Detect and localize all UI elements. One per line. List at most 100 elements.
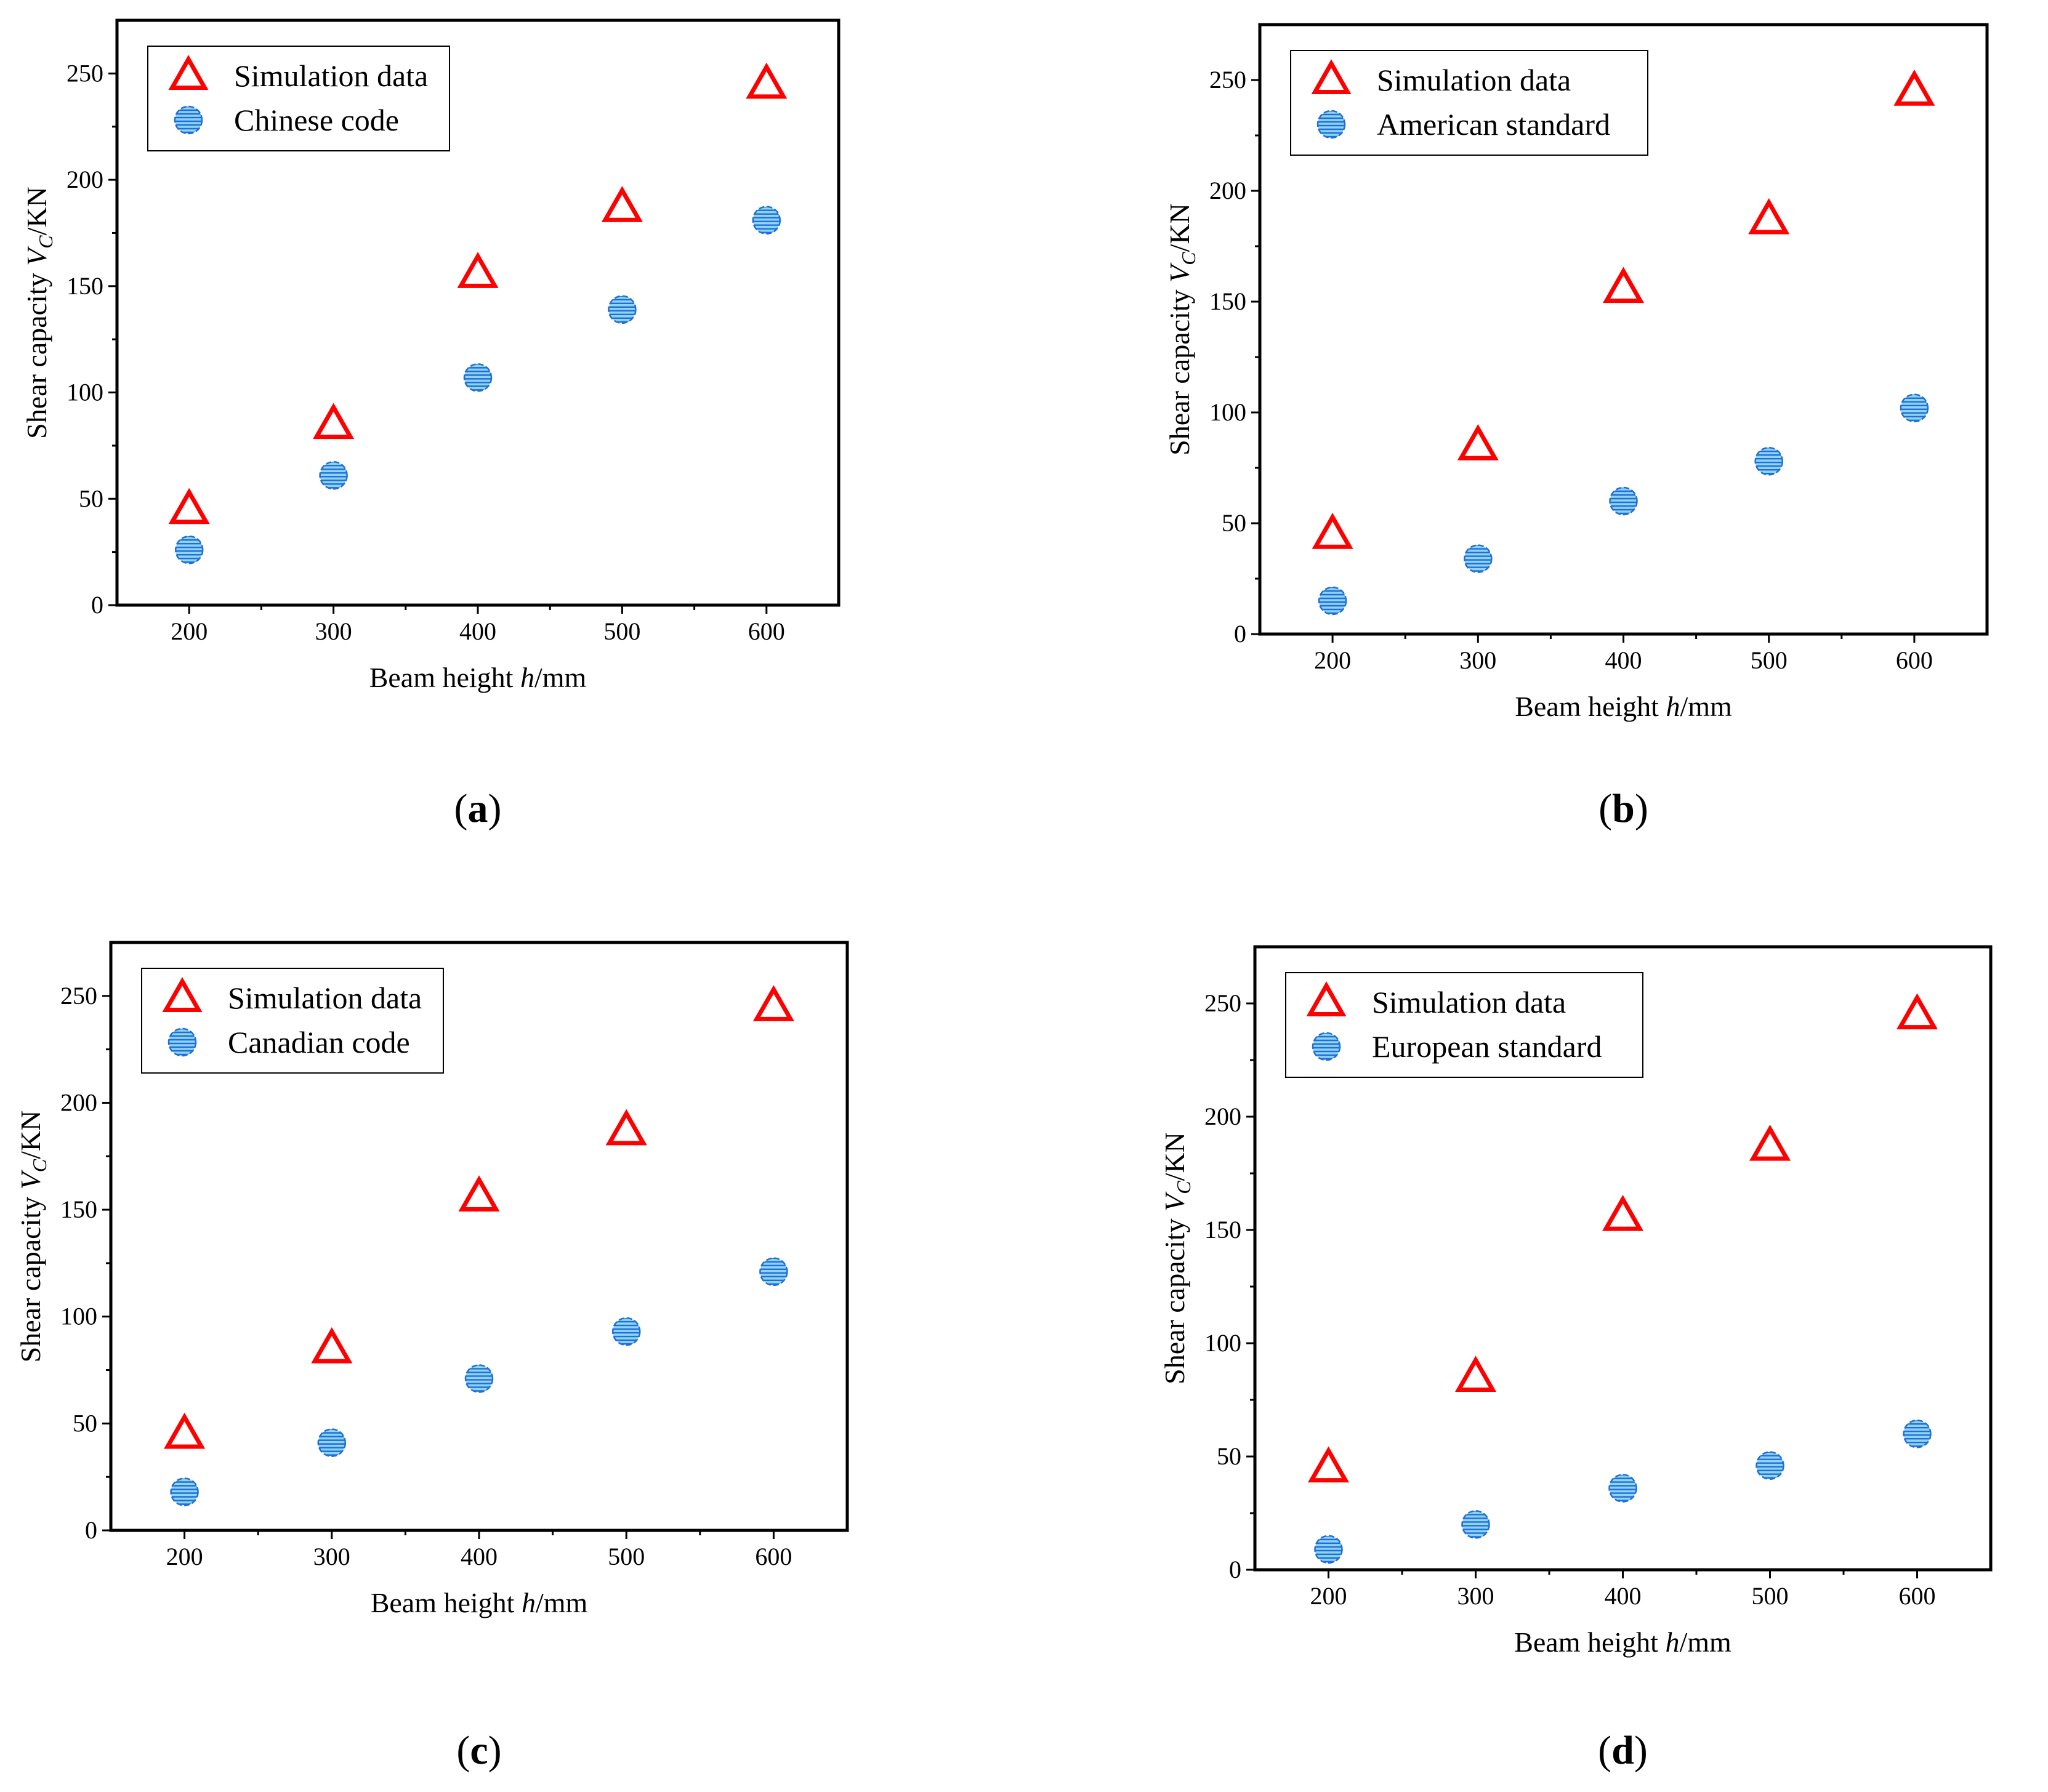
series-triangle xyxy=(1307,993,1938,1483)
chart-svg-a: 0 50 100 150 200 250 200 300 400 500 600 Beam heigh… xyxy=(21,18,841,831)
series-circle xyxy=(170,1257,788,1506)
data-point-circle xyxy=(170,1477,199,1506)
data-point-triangle xyxy=(458,1175,500,1212)
data-point-triangle xyxy=(746,62,788,99)
y-tick-label: 50 xyxy=(79,484,103,512)
data-point-circle xyxy=(752,206,781,235)
data-point-circle xyxy=(608,295,637,324)
y-tick-label: 150 xyxy=(60,1195,97,1223)
legend-marker-circle xyxy=(1316,110,1346,139)
y-tick-label: 150 xyxy=(67,272,103,300)
y-tick-label: 100 xyxy=(1204,1329,1241,1357)
y-axis-title: Shear capacity VC/KN xyxy=(15,1111,50,1363)
x-tick-label: 400 xyxy=(1605,646,1642,674)
y-axis-title: Shear capacity VC/KN xyxy=(1164,203,1199,456)
legend-label: American standard xyxy=(1377,107,1610,142)
data-point-circle xyxy=(1754,446,1783,476)
x-tick-label: 600 xyxy=(748,617,785,645)
y-tick-label: 250 xyxy=(60,982,97,1010)
legend: Simulation data Chinese code xyxy=(147,46,450,151)
y-tick-label: 0 xyxy=(1234,620,1246,648)
data-point-triangle xyxy=(164,1412,206,1449)
y-tick-label: 200 xyxy=(1204,1103,1241,1130)
legend-label: European standard xyxy=(1372,1029,1602,1064)
data-point-triangle xyxy=(168,488,210,524)
y-tick-label: 150 xyxy=(1204,1216,1241,1244)
data-point-triangle xyxy=(313,403,355,440)
x-axis-title: Beam height h/mm xyxy=(1515,691,1732,722)
chart-svg-b: 0 50 100 150 200 250 200 300 400 500 600 Beam heigh… xyxy=(1164,23,1989,831)
x-tick-label: 200 xyxy=(171,617,208,645)
legend-marker-circle xyxy=(1312,1032,1341,1061)
chart-panel-a: 0 50 100 150 200 250 200 300 400 500 600 Beam heigh… xyxy=(0,0,1024,896)
data-point-circle xyxy=(1608,1474,1637,1503)
data-point-triangle xyxy=(1749,1124,1791,1161)
x-tick-label: 400 xyxy=(1605,1582,1642,1610)
data-point-circle xyxy=(611,1317,641,1346)
legend-label: Simulation data xyxy=(1377,63,1571,97)
data-point-triangle xyxy=(311,1327,353,1364)
legend: Simulation data American standard xyxy=(1290,50,1648,156)
y-tick-label: 0 xyxy=(91,591,103,619)
chart-svg-c: 0 50 100 150 200 250 200 300 400 500 600 Beam heigh… xyxy=(15,941,849,1773)
series-triangle xyxy=(1312,70,1935,549)
series-triangle xyxy=(164,985,794,1449)
legend-marker-triangle xyxy=(1311,59,1352,94)
data-point-circle xyxy=(759,1257,788,1287)
y-tick-label: 200 xyxy=(67,166,103,193)
y-tick-label: 50 xyxy=(1217,1442,1241,1470)
data-point-triangle xyxy=(601,186,643,222)
x-tick-label: 300 xyxy=(1459,646,1496,674)
data-point-triangle xyxy=(1893,70,1935,106)
y-tick-label: 0 xyxy=(85,1516,97,1544)
data-point-circle xyxy=(1314,1535,1343,1564)
x-tick-label: 500 xyxy=(1751,646,1788,674)
x-axis-title: Beam height h/mm xyxy=(371,1587,588,1618)
data-point-triangle xyxy=(752,985,794,1021)
series-circle xyxy=(1314,1419,1932,1564)
x-tick-label: 600 xyxy=(1896,646,1933,674)
y-tick-label: 150 xyxy=(1209,287,1246,315)
y-tick-label: 200 xyxy=(60,1088,97,1116)
x-tick-label: 500 xyxy=(608,1543,645,1570)
data-point-circle xyxy=(1461,1510,1490,1539)
legend-label: Simulation data xyxy=(1372,985,1566,1019)
y-tick-label: 50 xyxy=(73,1409,97,1437)
legend-label: Canadian code xyxy=(228,1025,410,1059)
data-point-circle xyxy=(1903,1419,1932,1448)
data-point-triangle xyxy=(1307,1446,1350,1483)
panel-caption: (b) xyxy=(1598,786,1648,831)
panel-caption: (c) xyxy=(456,1728,501,1773)
legend-box xyxy=(1290,50,1648,156)
legend-box xyxy=(141,968,444,1074)
data-point-circle xyxy=(464,1364,494,1393)
y-tick-label: 250 xyxy=(67,59,103,87)
legend-marker-circle xyxy=(174,105,203,135)
data-point-triangle xyxy=(1312,513,1353,549)
data-point-circle xyxy=(317,1428,347,1457)
series-triangle xyxy=(168,62,788,524)
x-tick-label: 400 xyxy=(459,617,496,645)
y-tick-label: 200 xyxy=(1209,177,1246,204)
legend-marker-triangle xyxy=(168,55,209,90)
x-axis-title: Beam height h/mm xyxy=(369,662,587,693)
data-point-triangle xyxy=(605,1109,647,1146)
x-tick-label: 300 xyxy=(313,1543,350,1570)
legend: Simulation data Canadian code xyxy=(141,968,444,1074)
x-tick-label: 500 xyxy=(1752,1582,1789,1610)
series-circle xyxy=(1318,393,1929,616)
panel-caption: (d) xyxy=(1598,1728,1648,1773)
legend-box xyxy=(147,46,450,151)
x-tick-label: 200 xyxy=(1310,1582,1347,1610)
data-point-triangle xyxy=(457,252,499,288)
data-point-circle xyxy=(174,535,204,565)
chart-svg-d: 0 50 100 150 200 250 200 300 400 500 600 Beam heigh… xyxy=(1159,945,1993,1773)
x-axis-title: Beam height h/mm xyxy=(1514,1626,1732,1658)
legend-label: Simulation data xyxy=(228,981,422,1015)
data-point-circle xyxy=(1318,586,1347,616)
x-tick-label: 600 xyxy=(755,1543,792,1570)
data-point-triangle xyxy=(1748,198,1790,235)
x-tick-label: 500 xyxy=(603,617,640,645)
y-tick-label: 50 xyxy=(1222,509,1246,537)
legend: Simulation data European standard xyxy=(1285,972,1643,1078)
